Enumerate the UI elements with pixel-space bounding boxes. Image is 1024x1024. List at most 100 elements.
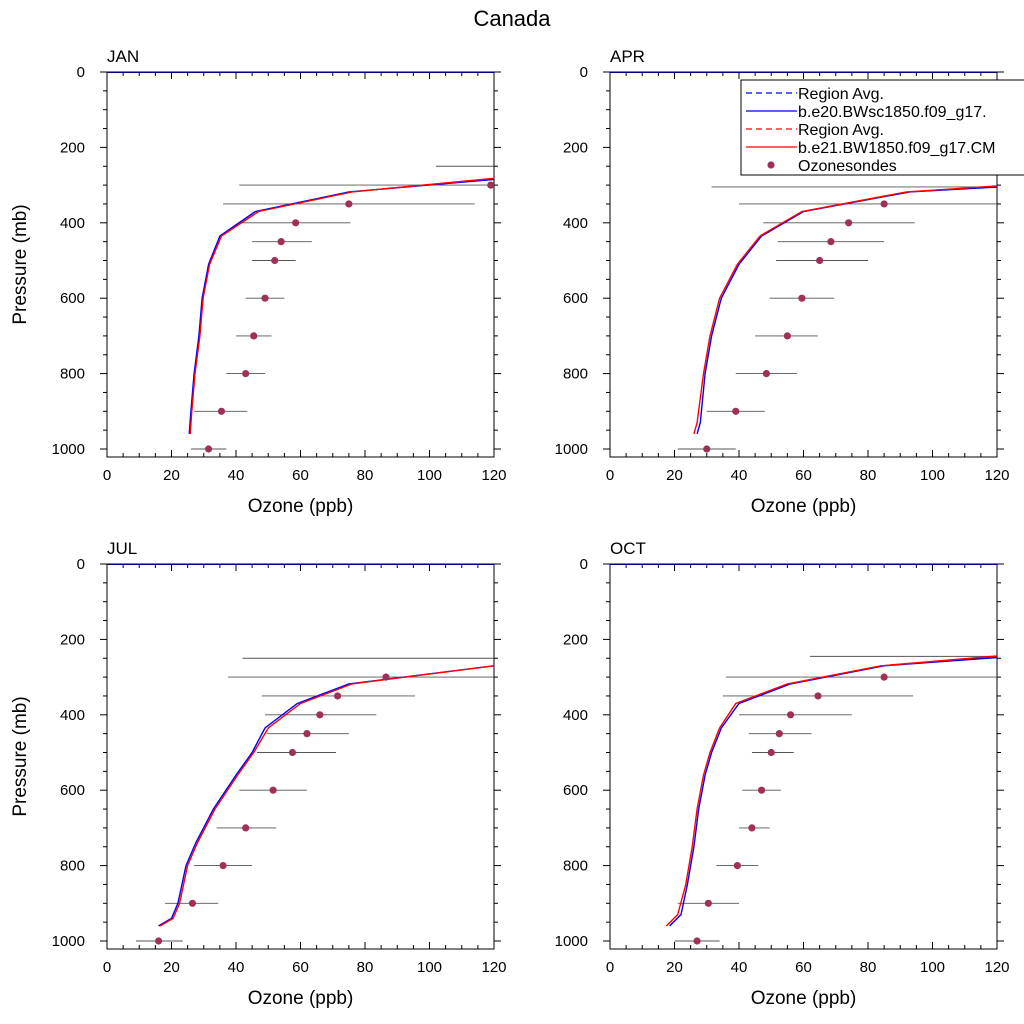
model-line bbox=[158, 665, 494, 927]
sonde-point bbox=[269, 786, 277, 794]
sonde-point bbox=[155, 937, 163, 945]
x-tick-label: 20 bbox=[666, 467, 683, 484]
y-tick-label: 600 bbox=[563, 290, 588, 307]
plot-frame bbox=[106, 563, 495, 950]
x-tick-label: 20 bbox=[666, 959, 683, 976]
x-tick-label: 120 bbox=[481, 959, 506, 976]
sonde-point bbox=[587, 163, 594, 170]
plot-frame bbox=[609, 563, 998, 950]
model-line bbox=[665, 655, 997, 927]
sonde-point bbox=[775, 730, 783, 738]
y-tick-label: 200 bbox=[563, 139, 588, 156]
x-tick-label: 60 bbox=[795, 467, 812, 484]
sonde-point bbox=[261, 294, 269, 302]
sonde-point bbox=[827, 238, 835, 246]
sonde-point bbox=[757, 786, 766, 794]
legend-label: b.e21.BW1850.f09_g17.CM bbox=[798, 140, 995, 157]
sonde-point bbox=[733, 862, 741, 870]
model-line bbox=[188, 178, 494, 434]
x-tick-label: 0 bbox=[103, 467, 111, 484]
y-axis-label: Pressure (mb) bbox=[10, 204, 31, 324]
legend-label: Region Avg. bbox=[798, 122, 884, 139]
panel-label: OCT bbox=[610, 539, 646, 558]
y-tick-label: 200 bbox=[60, 631, 85, 648]
figure-title: Canada bbox=[473, 6, 551, 31]
sonde-point bbox=[288, 748, 297, 757]
x-tick-label: 20 bbox=[163, 467, 180, 484]
sonde-point bbox=[219, 862, 227, 870]
x-tick-label: 120 bbox=[481, 467, 506, 484]
y-tick-label: 0 bbox=[580, 556, 588, 573]
sonde-point bbox=[292, 219, 300, 227]
plot-area bbox=[107, 564, 594, 945]
x-tick-label: 60 bbox=[292, 959, 309, 976]
sonde-point bbox=[587, 655, 594, 662]
y-tick-label: 200 bbox=[60, 139, 85, 156]
y-tick-label: 400 bbox=[563, 707, 588, 724]
sonde-point bbox=[277, 238, 285, 246]
x-tick-label: 80 bbox=[860, 467, 877, 484]
y-tick-label: 0 bbox=[580, 64, 588, 81]
plot-area bbox=[610, 564, 997, 945]
legend: Region Avg.b.e20.BWsc1850.f09_g17.Region… bbox=[740, 79, 1024, 176]
x-axis-label: Ozone (ppb) bbox=[248, 496, 354, 517]
sonde-point bbox=[693, 937, 701, 945]
panel-label: JAN bbox=[107, 47, 139, 66]
x-axis-label: Ozone (ppb) bbox=[751, 496, 857, 517]
sonde-point bbox=[767, 748, 775, 757]
y-tick-label: 800 bbox=[563, 858, 588, 875]
model-line bbox=[159, 665, 494, 927]
x-tick-label: 120 bbox=[984, 959, 1009, 976]
legend-label: b.e20.BWsc1850.f09_g17. bbox=[798, 104, 987, 121]
sonde-point bbox=[303, 730, 311, 738]
x-tick-label: 40 bbox=[731, 959, 748, 976]
sonde-point bbox=[816, 256, 824, 265]
model-line bbox=[669, 656, 997, 927]
y-tick-label: 400 bbox=[563, 215, 588, 232]
x-tick-label: 60 bbox=[795, 959, 812, 976]
sonde-point bbox=[732, 407, 740, 415]
x-tick-label: 100 bbox=[417, 959, 442, 976]
sonde-point bbox=[748, 824, 756, 832]
y-tick-label: 800 bbox=[563, 366, 588, 383]
panel-label: APR bbox=[610, 47, 645, 66]
sonde-point bbox=[242, 370, 250, 378]
sonde-point bbox=[345, 200, 353, 208]
sonde-point bbox=[880, 200, 888, 208]
x-axis-label: Ozone (ppb) bbox=[751, 988, 857, 1009]
x-tick-label: 60 bbox=[292, 467, 309, 484]
x-tick-label: 40 bbox=[731, 467, 748, 484]
x-tick-label: 0 bbox=[606, 467, 614, 484]
x-axis-label: Ozone (ppb) bbox=[248, 988, 354, 1009]
sonde-point bbox=[845, 219, 853, 227]
x-tick-label: 40 bbox=[228, 959, 245, 976]
sonde-point bbox=[787, 711, 795, 719]
y-tick-label: 0 bbox=[77, 556, 85, 573]
legend-label: Region Avg. bbox=[798, 86, 884, 103]
x-tick-label: 100 bbox=[920, 959, 945, 976]
model-line bbox=[693, 185, 997, 435]
sonde-point bbox=[242, 824, 250, 832]
sonde-point bbox=[704, 899, 712, 907]
y-tick-label: 1000 bbox=[555, 441, 588, 458]
y-tick-label: 400 bbox=[60, 707, 85, 724]
panel-jan: JAN 0 20 40 60 80 100 120 0 200 400 600 800 1000 Ozone… bbox=[10, 47, 594, 517]
sonde-point bbox=[703, 445, 711, 453]
sonde-point bbox=[188, 899, 197, 907]
legend-label: Ozonesondes bbox=[798, 158, 897, 175]
panel-label: JUL bbox=[107, 539, 137, 558]
y-tick-label: 800 bbox=[60, 858, 85, 875]
model-line bbox=[189, 177, 494, 434]
x-tick-label: 80 bbox=[357, 467, 374, 484]
panel-oct: OCT 0 20 40 60 80 100 120 0 200 400 600 800 1000 Ozone… bbox=[555, 539, 1010, 1009]
sonde-point bbox=[783, 332, 791, 340]
panel-apr: APR 0 20 40 60 80 100 120 0 200 400 600 800 1000 Ozone… bbox=[555, 47, 1010, 517]
x-tick-label: 100 bbox=[417, 467, 442, 484]
sonde-point bbox=[382, 673, 390, 681]
sonde-point bbox=[762, 370, 771, 378]
x-tick-label: 100 bbox=[920, 467, 945, 484]
y-tick-label: 600 bbox=[60, 782, 85, 799]
y-tick-label: 1000 bbox=[555, 933, 588, 950]
x-tick-label: 0 bbox=[606, 959, 614, 976]
